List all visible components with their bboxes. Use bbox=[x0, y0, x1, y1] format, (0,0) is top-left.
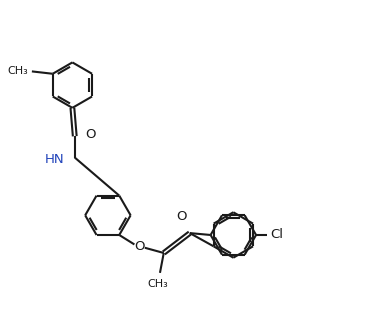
Text: HN: HN bbox=[45, 153, 64, 166]
Text: O: O bbox=[176, 210, 186, 223]
Text: CH₃: CH₃ bbox=[148, 280, 169, 289]
Text: O: O bbox=[85, 128, 96, 141]
Text: O: O bbox=[134, 240, 144, 253]
Text: Cl: Cl bbox=[270, 229, 283, 242]
Text: CH₃: CH₃ bbox=[8, 66, 29, 76]
